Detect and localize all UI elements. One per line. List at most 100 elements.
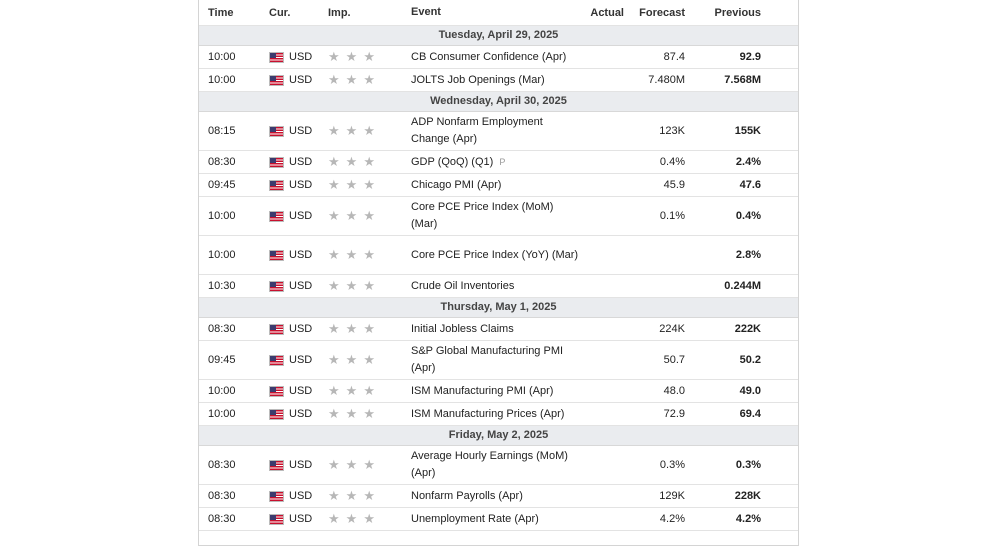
star-icon: ★ <box>328 208 340 223</box>
event-name-text[interactable]: Unemployment Rate (Apr) <box>411 512 539 525</box>
table-row[interactable]: 10:00 USD ★ ★ ★ ISM Manufacturing PMI (Apr) 48… <box>199 380 798 403</box>
date-separator: Wednesday, April 30, 2025 <box>199 92 798 112</box>
event-previous: 0.4% <box>735 210 761 222</box>
importance-rating: ★ ★ ★ <box>328 151 400 173</box>
table-row[interactable]: 08:30 USD ★ ★ ★ GDP (QoQ) (Q1) P 0.4% 2.4% <box>199 151 798 174</box>
table-row[interactable]: 10:00 USD ★ ★ ★ Core PCE Price Index (MoM) (M… <box>199 197 798 236</box>
us-flag-icon <box>269 323 284 335</box>
event-forecast: 45.9 <box>663 179 685 191</box>
event-name-text[interactable]: Crude Oil Inventories <box>411 279 515 292</box>
event-forecast: 123K <box>659 125 685 137</box>
event-previous: 7.568M <box>724 74 761 86</box>
event-name[interactable]: Initial Jobless Claims <box>411 318 581 340</box>
star-icon: ★ <box>328 511 340 526</box>
event-name-text[interactable]: CB Consumer Confidence (Apr) <box>411 50 567 63</box>
event-name-text[interactable]: S&P Global Manufacturing PMI (Apr) <box>411 345 564 374</box>
table-row[interactable]: 09:45 USD ★ ★ ★ S&P Global Manufacturing PMI … <box>199 341 798 380</box>
event-time: 10:00 <box>208 51 236 63</box>
header-previous[interactable]: Previous <box>714 6 761 19</box>
star-icon: ★ <box>363 72 375 87</box>
star-icon: ★ <box>345 457 358 472</box>
table-row[interactable]: 08:30 USD ★ ★ ★ Unemployment Rate (Apr) 4.2% 4.… <box>199 508 798 531</box>
currency-code: USD <box>289 210 313 222</box>
table-row[interactable]: 09:45 USD ★ ★ ★ Chicago PMI (Apr) 45.9 47.6 <box>199 174 798 197</box>
table-row[interactable]: 10:00 USD ★ ★ ★ ISM Manufacturing Prices (Apr… <box>199 403 798 426</box>
star-icon: ★ <box>328 247 340 262</box>
event-actual <box>584 275 624 297</box>
event-name[interactable]: Unemployment Rate (Apr) <box>411 508 581 530</box>
event-forecast: 224K <box>659 323 685 335</box>
event-name-text[interactable]: JOLTS Job Openings (Mar) <box>411 73 545 86</box>
importance-rating: ★ ★ ★ <box>328 275 400 297</box>
date-label: Wednesday, April 30, 2025 <box>430 95 567 107</box>
table-row[interactable]: 10:00 USD ★ ★ ★ CB Consumer Confidence (Apr) 8… <box>199 46 798 69</box>
star-icon: ★ <box>328 406 340 421</box>
event-name[interactable]: ISM Manufacturing PMI (Apr) <box>411 380 581 402</box>
event-name-text[interactable]: ADP Nonfarm Employment Change (Apr) <box>411 116 543 145</box>
event-name[interactable]: ISM Manufacturing Prices (Apr) <box>411 403 581 425</box>
currency-code: USD <box>289 74 313 86</box>
event-previous: 2.8% <box>735 249 761 261</box>
star-icon: ★ <box>363 278 375 293</box>
event-currency: USD <box>269 275 329 297</box>
event-forecast: 4.2% <box>659 513 685 525</box>
header-actual[interactable]: Actual <box>590 6 624 19</box>
event-name[interactable]: Core PCE Price Index (MoM) (Mar) <box>411 197 581 235</box>
event-name[interactable]: Crude Oil Inventories <box>411 275 581 297</box>
importance-rating: ★ ★ ★ <box>328 403 400 425</box>
event-name-text[interactable]: Core PCE Price Index (YoY) (Mar) <box>411 248 579 261</box>
event-name-text[interactable]: Nonfarm Payrolls (Apr) <box>411 489 523 502</box>
table-row[interactable]: 10:00 USD ★ ★ ★ Core PCE Price Index (YoY) (M… <box>199 236 798 275</box>
event-actual <box>584 485 624 507</box>
importance-rating: ★ ★ ★ <box>328 508 400 530</box>
event-name-text[interactable]: ISM Manufacturing PMI (Apr) <box>411 384 554 397</box>
header-importance[interactable]: Imp. <box>328 6 351 19</box>
star-icon: ★ <box>345 72 358 87</box>
event-name[interactable]: Nonfarm Payrolls (Apr) <box>411 485 581 507</box>
event-actual <box>584 446 624 484</box>
event-time: 08:30 <box>208 513 236 525</box>
event-name[interactable]: Average Hourly Earnings (MoM) (Apr) <box>411 446 581 484</box>
us-flag-icon <box>269 408 284 420</box>
header-event[interactable]: Event <box>411 6 441 18</box>
event-name[interactable]: S&P Global Manufacturing PMI (Apr) <box>411 341 581 379</box>
table-row[interactable]: 10:30 USD ★ ★ ★ Crude Oil Inventories 0.244M <box>199 275 798 298</box>
header-time[interactable]: Time <box>208 6 234 19</box>
event-name[interactable]: Core PCE Price Index (YoY) (Mar) <box>411 236 581 274</box>
event-currency: USD <box>269 69 329 91</box>
table-row[interactable]: 10:00 USD ★ ★ ★ JOLTS Job Openings (Mar) 7.480… <box>199 69 798 92</box>
event-name[interactable]: ADP Nonfarm Employment Change (Apr) <box>411 112 581 150</box>
preliminary-badge: P <box>499 156 506 167</box>
event-name-text[interactable]: ISM Manufacturing Prices (Apr) <box>411 407 565 420</box>
table-row[interactable]: 08:30 USD ★ ★ ★ Initial Jobless Claims 224K 222… <box>199 318 798 341</box>
table-row[interactable]: 08:15 USD ★ ★ ★ ADP Nonfarm Employment Change… <box>199 112 798 151</box>
event-actual <box>584 112 624 150</box>
event-time: 08:30 <box>208 490 236 502</box>
star-icon: ★ <box>345 321 358 336</box>
event-name[interactable]: CB Consumer Confidence (Apr) <box>411 46 581 68</box>
event-name[interactable]: GDP (QoQ) (Q1) P <box>411 151 581 173</box>
event-time: 08:15 <box>208 125 236 137</box>
star-icon: ★ <box>363 208 375 223</box>
header-currency[interactable]: Cur. <box>269 6 291 19</box>
event-currency: USD <box>269 174 329 196</box>
event-name[interactable]: Chicago PMI (Apr) <box>411 174 581 196</box>
event-forecast: 50.7 <box>663 354 685 366</box>
header-forecast[interactable]: Forecast <box>639 6 685 19</box>
event-time: 10:00 <box>208 249 236 261</box>
us-flag-icon <box>269 51 284 63</box>
event-previous: 4.2% <box>735 513 761 525</box>
event-currency: USD <box>269 112 329 150</box>
star-icon: ★ <box>328 123 340 138</box>
importance-rating: ★ ★ ★ <box>328 236 400 274</box>
star-icon: ★ <box>345 123 358 138</box>
event-name-text[interactable]: Core PCE Price Index (MoM) (Mar) <box>411 201 554 230</box>
event-name-text[interactable]: Initial Jobless Claims <box>411 322 514 335</box>
event-name-text[interactable]: GDP (QoQ) (Q1) <box>411 155 494 168</box>
currency-code: USD <box>289 354 313 366</box>
table-row[interactable]: 08:30 USD ★ ★ ★ Nonfarm Payrolls (Apr) 129K 228… <box>199 485 798 508</box>
event-name-text[interactable]: Chicago PMI (Apr) <box>411 178 502 191</box>
table-row[interactable]: 08:30 USD ★ ★ ★ Average Hourly Earnings (MoM)… <box>199 446 798 485</box>
event-name[interactable]: JOLTS Job Openings (Mar) <box>411 69 581 91</box>
event-name-text[interactable]: Average Hourly Earnings (MoM) (Apr) <box>411 450 568 479</box>
